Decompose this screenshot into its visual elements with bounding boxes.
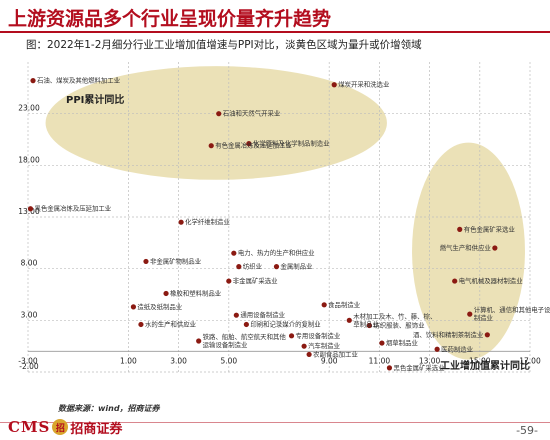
- y-tick-label: 23.00: [18, 104, 40, 113]
- x-tick-label: -3.00: [18, 356, 38, 365]
- point-label: 木材加工及木、竹、藤、棕、草制品业: [353, 311, 436, 328]
- data-point: [366, 322, 372, 329]
- point-label: 有色金属矿采选业: [464, 224, 516, 233]
- point-label: 非金属矿物制品业: [150, 256, 202, 265]
- x-tick-label: 11.00: [369, 356, 391, 365]
- data-point: [331, 82, 337, 88]
- data-point: [163, 290, 169, 297]
- y-tick-label: 8.00: [21, 259, 38, 268]
- highlight-regions: [45, 66, 525, 360]
- point-label: 通用设备制造业: [240, 310, 285, 319]
- highlight-region: [45, 66, 387, 180]
- chart-subtitle: 图：2022年1-2月细分行业工业增加值增速与PPI对比，淡黄色区域为量升或价增…: [26, 39, 422, 51]
- x-tick-label: 17.00: [519, 356, 541, 365]
- data-point: [379, 340, 385, 346]
- x-axis-title: 工业增加值累计同比: [440, 359, 530, 372]
- point-label: 农副食品加工业: [313, 349, 358, 358]
- y-tick-label: 3.00: [21, 310, 38, 319]
- data-point: [130, 304, 137, 310]
- data-source: 数据来源：wind，招商证券: [58, 404, 160, 413]
- data-point: [301, 343, 307, 349]
- x-tick-label: 5.00: [220, 356, 237, 365]
- x-tick-label: 9.00: [321, 356, 338, 365]
- point-label: 印刷和记录媒介的复制业: [250, 319, 321, 328]
- point-label: 电力、热力的生产和供应业: [238, 248, 315, 257]
- point-label: 造纸及纸制品业: [137, 302, 182, 311]
- page-title: 上游资源品多个行业呈现价量齐升趋势: [8, 8, 332, 30]
- data-point: [30, 78, 36, 84]
- point-label: 石油和天然气开采业: [223, 109, 281, 118]
- point-label: 电气机械及器材制造业: [459, 276, 524, 285]
- point-label: 酒、饮料和精制茶制造业: [413, 330, 484, 339]
- data-point: [273, 264, 280, 270]
- point-label: 纺织业: [243, 262, 263, 271]
- point-label: 医药制造业: [441, 344, 474, 353]
- point-label: 金属制品业: [280, 262, 313, 271]
- point-label: 烟草制品业: [386, 338, 419, 347]
- x-tick-label: 3.00: [170, 356, 187, 365]
- data-point: [216, 111, 222, 117]
- data-point: [243, 321, 249, 328]
- footer-divider: [0, 422, 550, 423]
- logo-text: CMS: [8, 418, 51, 436]
- point-label: 汽车制造业: [308, 341, 341, 350]
- x-tick-label: 13.00: [419, 356, 441, 365]
- data-point: [492, 245, 498, 251]
- data-point: [457, 226, 463, 232]
- tick-labels: -2.00 3.00 8.00 13.00 18.00 23.00 -3.00 1.00 3.0…: [18, 104, 541, 371]
- data-point: [467, 311, 473, 317]
- scatter-chart: -2.00 3.00 8.00 13.00 18.00 23.00 -3.00 1.00 3.0…: [18, 62, 550, 373]
- data-point: [386, 365, 393, 371]
- point-label: 黑色金属矿采选业: [393, 363, 445, 372]
- point-label: 黑色金属冶炼及压延加工业: [35, 204, 112, 213]
- data-point: [236, 264, 242, 270]
- data-point: [246, 141, 252, 147]
- data-point: [233, 312, 239, 318]
- data-point: [178, 219, 184, 225]
- data-point: [143, 258, 149, 265]
- point-label: 计算机、通信和其他电子设备制造业: [474, 305, 550, 322]
- point-label: 有色金属冶炼及压延加工业: [215, 141, 292, 150]
- point-label: 食品制造业: [328, 300, 361, 309]
- highlight-region: [412, 142, 525, 360]
- company-logo: CMS 招 招商证券: [8, 418, 123, 437]
- y-tick-label: 13.00: [18, 207, 40, 216]
- data-point: [484, 332, 490, 338]
- point-label: 专用设备制造业: [296, 331, 341, 340]
- point-label: 燃气生产和供应业: [440, 243, 492, 252]
- data-point: [27, 206, 34, 212]
- data-point: [321, 302, 327, 308]
- point-label: 煤炭开采和洗选业: [338, 80, 390, 89]
- chart-grid: [27, 62, 531, 373]
- x-tick-label: 1.00: [120, 356, 137, 365]
- point-label: 非金属矿采选业: [233, 276, 278, 285]
- data-point: [434, 346, 440, 352]
- data-point: [346, 317, 352, 323]
- title-divider: [0, 31, 550, 33]
- data-point: [288, 333, 295, 339]
- data-point: [306, 351, 312, 358]
- data-point: [231, 250, 237, 256]
- point-label: 铁路、船舶、航空航天和其他运输设备制造业: [203, 332, 287, 349]
- data-point: [208, 143, 214, 149]
- data-point: [196, 338, 202, 344]
- y-axis-title: PPI累计同比: [66, 93, 124, 106]
- page-number: -59-: [516, 424, 538, 437]
- y-tick-label: -2.00: [19, 362, 39, 371]
- data-point: [452, 278, 458, 284]
- point-label: 橡胶和塑料制品业: [170, 288, 222, 297]
- y-tick-label: 18.00: [18, 155, 40, 164]
- data-points: [27, 78, 498, 371]
- logo-chinese: 招商证券: [70, 421, 123, 437]
- logo-mark-icon: 招: [52, 419, 69, 435]
- data-point: [138, 321, 144, 328]
- data-point: [226, 278, 232, 284]
- x-tick-label: 15.00: [469, 356, 491, 365]
- point-label: 石油、煤炭及其他燃料加工业: [37, 76, 121, 85]
- point-label: 化学原料及化学制品制造业: [253, 139, 330, 148]
- point-label: 纺织服装、服饰业: [373, 321, 425, 330]
- point-label: 化学纤维制造业: [185, 217, 230, 226]
- point-label: 水的生产和供应业: [145, 319, 197, 328]
